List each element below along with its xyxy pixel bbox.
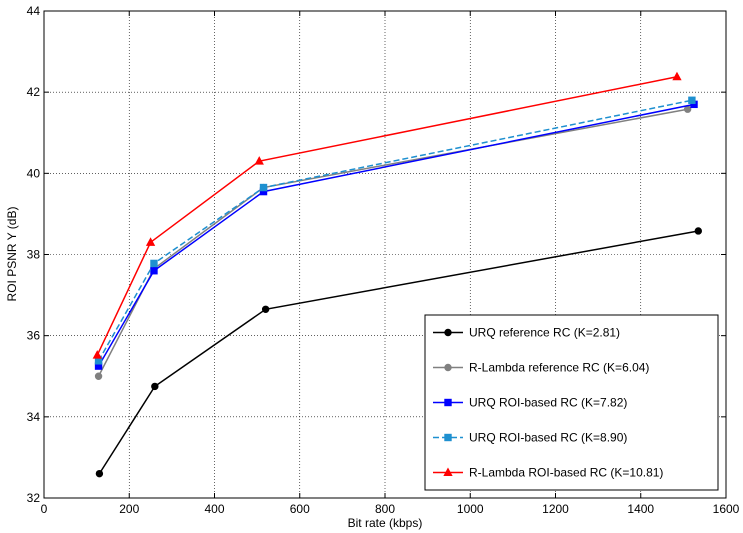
- data-point: [150, 259, 158, 268]
- data-point: [145, 237, 156, 246]
- y-tick-label: 34: [27, 410, 41, 424]
- ticks: 0 200 400 600 800 1000 1200 1400 1600 32 34 36 38 40 4…: [27, 4, 740, 516]
- data-point: [150, 267, 158, 275]
- data-point: [151, 382, 159, 391]
- legend: URQ reference RC (K=2.81) R-Lambda refere…: [424, 314, 719, 491]
- series-5: [92, 71, 682, 359]
- legend-marker: [444, 433, 452, 442]
- legend-label: R-Lambda reference RC (K=6.04): [469, 361, 649, 375]
- x-axis-label: Bit rate (kbps): [348, 516, 423, 530]
- data-point: [95, 469, 104, 478]
- y-axis-label: ROI PSNR Y (dB): [5, 207, 19, 302]
- x-tick-label: 1400: [627, 502, 654, 516]
- data-point: [254, 156, 264, 165]
- series-4: [94, 96, 696, 365]
- legend-marker: [444, 363, 452, 372]
- y-tick-label: 38: [27, 248, 41, 262]
- y-tick-label: 44: [27, 4, 41, 18]
- data-point: [94, 372, 103, 380]
- legend-label: URQ reference RC (K=2.81): [469, 326, 620, 340]
- legend-box: [424, 314, 719, 491]
- y-tick-label: 36: [27, 329, 41, 343]
- series-line: [97, 99, 693, 362]
- data-point: [688, 96, 696, 104]
- data-point: [259, 183, 268, 192]
- data-point: [683, 105, 692, 113]
- plot-frame: [43, 10, 727, 499]
- series-line: [98, 230, 699, 475]
- legend-entry: URQ reference RC (K=2.81): [433, 326, 620, 340]
- x-tick-label: 1000: [457, 502, 484, 516]
- legend-marker: [444, 328, 452, 337]
- y-tick-label: 42: [27, 85, 41, 99]
- x-tick-label: 1600: [713, 502, 740, 516]
- data-point: [92, 350, 102, 359]
- legend-entry: URQ ROI-based RC (K=7.82): [433, 396, 627, 410]
- data-point: [694, 227, 702, 235]
- legend-entry: R-Lambda ROI-based RC (K=10.81): [433, 466, 663, 480]
- legend-marker: [444, 398, 452, 407]
- data-point: [261, 305, 270, 313]
- x-tick-label: 800: [375, 502, 395, 516]
- series-line: [96, 76, 678, 356]
- x-tick-label: 600: [290, 502, 310, 516]
- legend-entry: R-Lambda reference RC (K=6.04): [433, 361, 649, 375]
- legend-label: R-Lambda ROI-based RC (K=10.81): [469, 466, 663, 480]
- series-line: [97, 103, 695, 367]
- legend-entry: URQ ROI-based RC (K=8.90): [433, 431, 627, 445]
- legend-label: URQ ROI-based RC (K=7.82): [469, 396, 627, 410]
- legend-marker: [443, 467, 453, 476]
- x-tick-label: 1200: [542, 502, 569, 516]
- series-3: [94, 100, 698, 370]
- series-1: [95, 227, 702, 478]
- data-point: [672, 71, 682, 81]
- x-tick-label: 400: [204, 502, 224, 516]
- series: [92, 71, 702, 478]
- y-tick-label: 40: [27, 166, 41, 180]
- legend-label: URQ ROI-based RC (K=8.90): [469, 431, 627, 445]
- x-tick-label: 0: [41, 502, 48, 516]
- y-tick-label: 32: [27, 491, 41, 505]
- x-tick-label: 200: [119, 502, 139, 516]
